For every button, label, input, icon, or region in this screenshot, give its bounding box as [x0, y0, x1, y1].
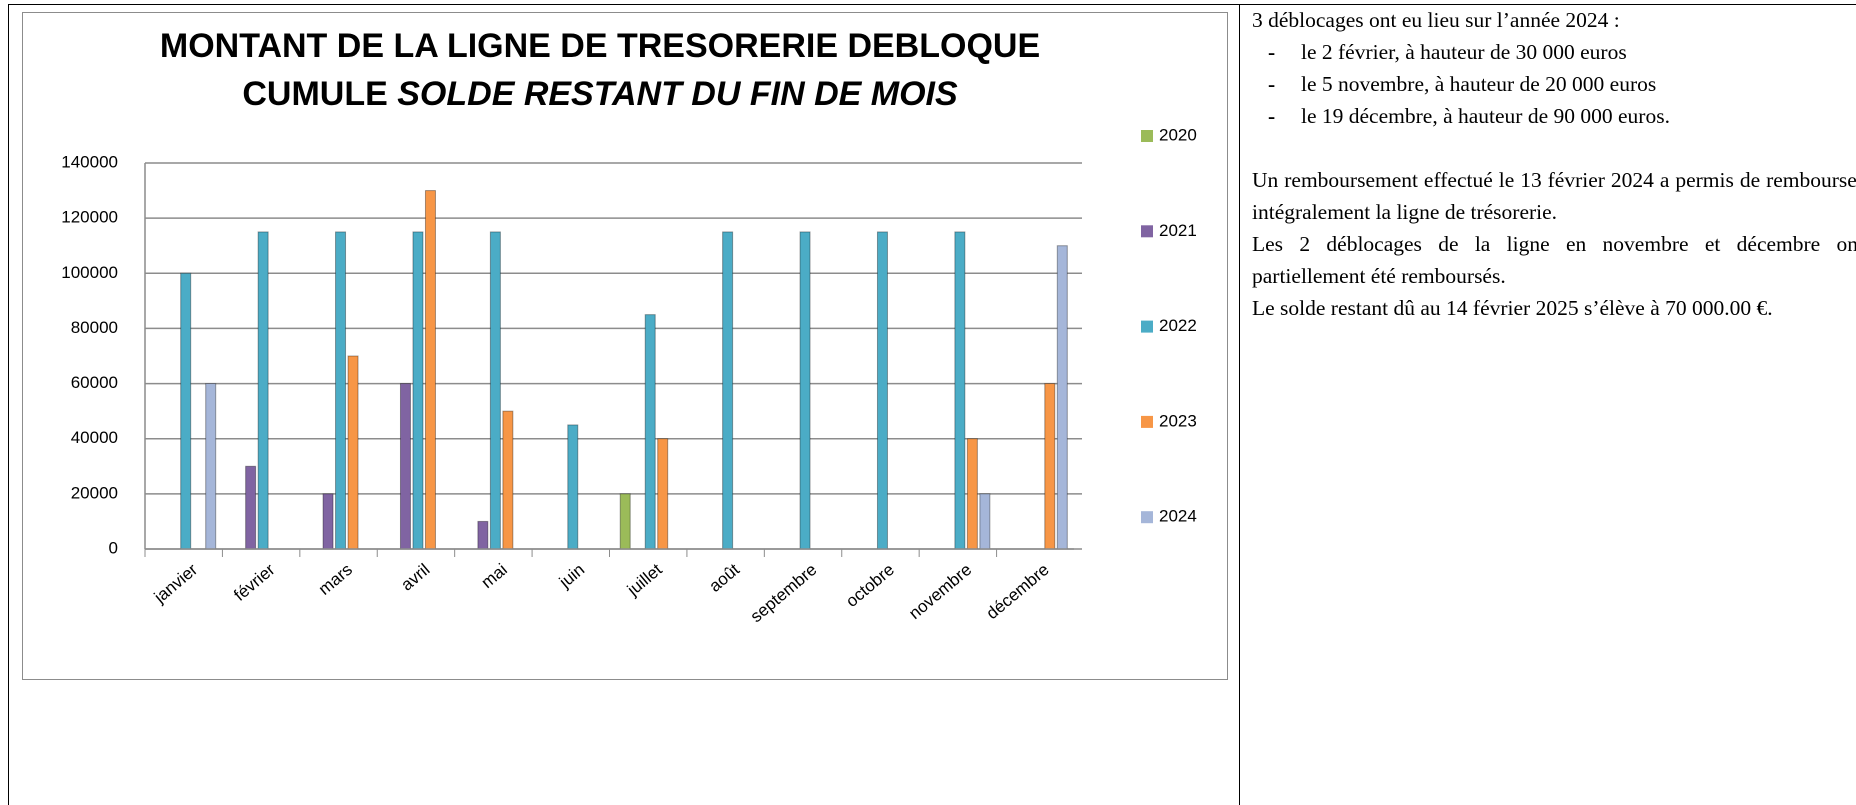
bar [567, 424, 579, 550]
bar [954, 231, 966, 550]
text-block: 3 déblocages ont eu lieu sur l’année 202… [1252, 4, 1856, 324]
x-tick-label: novembre [905, 560, 975, 623]
list-item: le 2 février, à hauteur de 30 000 euros [1252, 36, 1856, 68]
x-tick-label: décembre [983, 560, 1053, 623]
bar [799, 231, 811, 550]
bar [245, 465, 257, 550]
x-tick-label: août [706, 560, 744, 596]
legend-label: 2023 [1159, 411, 1197, 430]
spacer [1252, 132, 1856, 164]
y-tick-label: 0 [109, 538, 118, 557]
bar [644, 314, 656, 550]
x-tick-label: avril [397, 560, 433, 595]
legend-swatch [1141, 320, 1153, 333]
bar [424, 190, 436, 550]
x-tick-label: octobre [842, 560, 898, 611]
table-cell-border [1239, 4, 1856, 805]
bar [335, 231, 347, 550]
y-tick-label: 140000 [61, 152, 118, 171]
bar [399, 383, 411, 550]
legend-label: 2020 [1159, 125, 1197, 144]
bar [477, 520, 489, 550]
title-italic: SOLDE RESTANT DU FIN DE MOIS [397, 75, 958, 113]
table-cell-border [8, 4, 1240, 805]
legend-swatch [1141, 415, 1153, 428]
bar [502, 410, 514, 550]
bar [180, 272, 192, 550]
y-tick-label: 120000 [61, 208, 118, 227]
x-tick-label: juin [555, 560, 588, 592]
bar [979, 493, 991, 550]
x-tick-label: septembre [747, 560, 821, 626]
bar [966, 438, 978, 550]
intro: 3 déblocages ont eu lieu sur l’année 202… [1252, 8, 1620, 32]
bar [205, 383, 217, 550]
list-item: le 19 décembre, à hauteur de 90 000 euro… [1252, 100, 1856, 132]
x-tick-label: janvier [150, 560, 202, 608]
bar [347, 355, 359, 550]
x-tick-label: février [230, 560, 279, 605]
list-item: le 5 novembre, à hauteur de 20 000 euros [1252, 68, 1856, 100]
chart-frame [22, 12, 1228, 680]
legend-label: 2021 [1159, 221, 1197, 240]
x-tick-label: mai [478, 560, 511, 592]
bar [722, 231, 734, 550]
bar [412, 231, 424, 550]
bar [322, 493, 334, 550]
bar [657, 438, 669, 550]
bar [1044, 383, 1056, 550]
y-tick-label: 80000 [71, 318, 118, 337]
y-tick-label: 20000 [71, 483, 118, 502]
x-tick-label: mars [315, 560, 356, 599]
legend-swatch [1141, 130, 1153, 142]
paragraph: Un remboursement effectué le 13 février … [1252, 168, 1856, 224]
paragraph: Les 2 déblocages de la ligne en novembre… [1252, 232, 1856, 288]
legend-swatch [1141, 511, 1153, 524]
bar [1056, 245, 1068, 550]
x-tick-label: juillet [623, 560, 666, 600]
paragraph: Le solde restant dû au 14 février 2025 s… [1252, 296, 1773, 320]
title: MONTANT DE LA LIGNE DE TRESORERIE DEBLOQ… [159, 27, 1041, 113]
chart: 0 20000 40000 60000 80000 100000 120000 140000 j… [61, 125, 1197, 626]
legend-label: 2024 [1159, 507, 1197, 526]
y-tick-label: 40000 [71, 428, 118, 447]
legend-label: 2022 [1159, 316, 1197, 335]
y-tick-label: 60000 [71, 373, 118, 392]
paragraphs: Un remboursement effectué le 13 février … [1252, 164, 1856, 324]
chart-title: MONTANT DE LA LIGNE DE TRESORERIE DEBLOQ… [150, 22, 1050, 118]
y-tick-label: 100000 [61, 263, 118, 282]
bar [876, 231, 888, 550]
bar [489, 231, 501, 550]
legend-swatch [1141, 225, 1153, 238]
list: le 2 février, à hauteur de 30 000 eurosl… [1252, 36, 1856, 132]
bar [619, 493, 631, 550]
bar [257, 231, 269, 550]
